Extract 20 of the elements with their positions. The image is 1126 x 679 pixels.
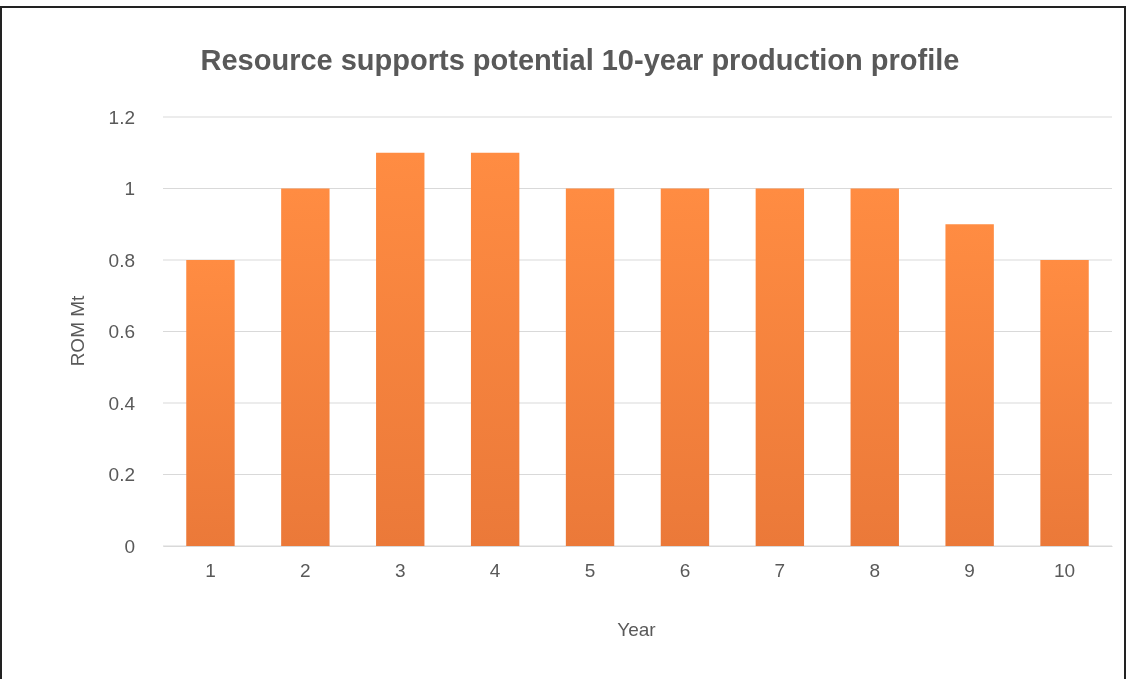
y-tick-label: 1.2 [108,106,135,128]
y-tick-label: 0.2 [108,464,135,486]
x-tick-label: 10 [1053,560,1076,582]
x-tick-label: 6 [679,560,691,582]
x-tick-label: 9 [964,560,975,582]
x-tick-label: 8 [869,560,881,582]
x-tick-label: 5 [584,560,596,582]
y-tick-label: 1 [124,178,135,200]
y-tick-label: 0.4 [108,392,136,414]
x-tick-label: 1 [205,560,216,582]
x-tick-label: 3 [394,560,406,582]
y-tick-label: 0 [124,535,135,557]
x-tick-label: 2 [300,560,311,582]
y-axis-title: ROM Mt [67,294,88,367]
chart-title: Resource supports potential 10-year production profile [200,44,960,76]
x-axis-title: Year [617,619,657,640]
x-tick-label: 7 [774,560,786,582]
y-tick-label: 0.8 [108,249,135,271]
x-tick-label: 4 [489,560,501,582]
y-tick-label: 0.6 [108,321,135,343]
